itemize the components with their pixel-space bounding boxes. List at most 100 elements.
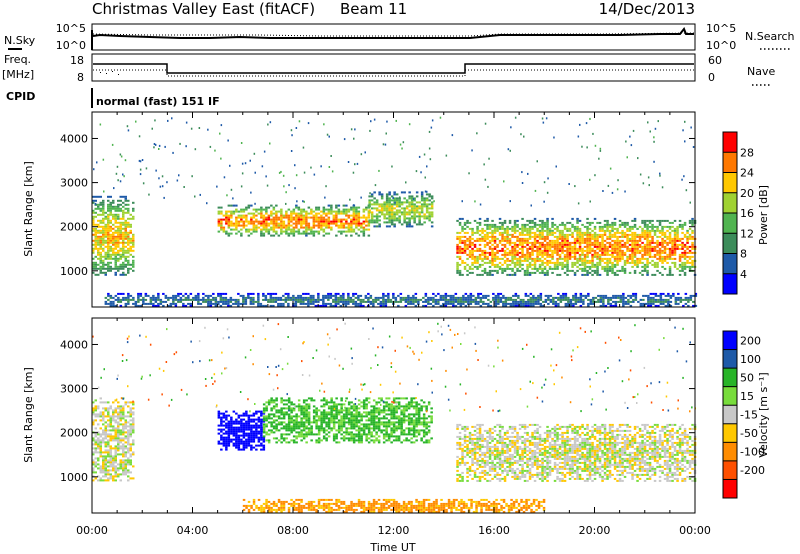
echo-cell <box>117 475 120 478</box>
echo-cell <box>220 226 223 229</box>
echo-cell <box>112 461 115 464</box>
echo-cell <box>483 249 487 252</box>
echo-cell <box>305 232 308 235</box>
echo-cell <box>516 257 519 260</box>
echo-cell <box>463 239 467 242</box>
echo-cell <box>661 243 664 246</box>
echo-cell <box>463 251 467 254</box>
echo-cell <box>235 434 238 437</box>
echo-cell <box>566 261 569 264</box>
echo-cell <box>117 435 120 438</box>
echo-cell <box>237 230 241 233</box>
echo-cell <box>357 304 360 307</box>
echo-cell <box>663 247 667 250</box>
echo-cell <box>307 206 311 209</box>
echo-cell <box>528 253 532 256</box>
echo-cell <box>109 207 112 210</box>
echo-cell <box>631 253 634 256</box>
echo-cell <box>94 199 97 202</box>
echo-cell <box>673 245 677 248</box>
echo-cell <box>109 473 112 476</box>
echo-cell <box>384 294 388 297</box>
echo-cell <box>102 467 105 470</box>
echo-cell <box>312 224 316 227</box>
echo-cell <box>225 446 228 449</box>
echo-cell <box>536 233 539 236</box>
echo-cell <box>337 208 341 211</box>
echo-cell <box>667 300 670 303</box>
echo-cell <box>481 239 484 242</box>
echo-cell <box>270 210 273 213</box>
echo-cell <box>299 300 303 303</box>
echo-cell <box>187 302 190 305</box>
echo-cell <box>388 201 391 204</box>
echo-cell <box>340 222 343 225</box>
echo-cell <box>611 263 614 266</box>
echo-cell <box>320 216 323 219</box>
echo-cell <box>352 216 356 219</box>
echo-cell <box>567 298 570 301</box>
echo-cell <box>606 241 609 244</box>
echo-cell <box>119 413 122 416</box>
echo-cell <box>643 265 647 268</box>
echo-cell <box>92 265 95 268</box>
echo-cell <box>129 459 132 462</box>
echo-cell <box>533 241 537 244</box>
echo-cell <box>222 420 226 423</box>
echo-cell <box>524 304 528 307</box>
echo-cell <box>551 239 554 242</box>
echo-cell <box>127 449 130 452</box>
echo-cell <box>319 298 323 301</box>
echo-cell <box>616 241 619 244</box>
echo-cell <box>270 226 273 229</box>
echo-cell <box>683 175 685 178</box>
echo-cell <box>593 251 597 254</box>
echo-cell <box>242 426 246 429</box>
echo-cell <box>561 267 564 270</box>
echo-cell <box>682 129 684 132</box>
echo-cell <box>370 203 374 206</box>
noise-sky-label: N.Sky <box>4 34 36 47</box>
echo-cell <box>607 298 610 301</box>
echo-cell <box>616 247 619 250</box>
echo-cell <box>593 271 597 274</box>
echo-cell <box>573 257 577 260</box>
echo-cell <box>533 235 537 238</box>
echo-cell <box>513 255 517 258</box>
echo-cell <box>107 205 110 208</box>
echo-cell <box>382 304 385 307</box>
echo-cell <box>387 292 390 295</box>
echo-cell <box>159 298 163 301</box>
echo-cell <box>561 257 564 260</box>
echo-cell <box>388 197 391 200</box>
echo-cell <box>466 243 469 246</box>
echo-cell <box>543 237 547 240</box>
echo-cell <box>104 457 107 460</box>
echo-cell <box>104 469 107 472</box>
echo-cell <box>412 298 415 301</box>
echo-cell <box>245 432 248 435</box>
echo-cell <box>417 300 420 303</box>
echo-cell <box>594 144 597 147</box>
echo-cell <box>414 296 418 299</box>
echo-cell <box>611 225 614 228</box>
echo-cell <box>593 263 597 266</box>
echo-cell <box>598 273 602 276</box>
echo-cell <box>628 271 632 274</box>
echo-cell <box>459 304 463 307</box>
echo-cell <box>373 207 376 210</box>
echo-cell <box>491 247 494 250</box>
echo-cell <box>556 241 559 244</box>
echo-cell <box>517 296 520 299</box>
echo-cell <box>648 241 652 244</box>
echo-cell <box>252 298 255 301</box>
echo-cell <box>452 304 455 307</box>
echo-cell <box>548 227 552 230</box>
echo-cell <box>92 437 95 440</box>
echo-cell <box>403 201 406 204</box>
echo-cell <box>391 165 393 168</box>
echo-cell <box>531 235 534 238</box>
echo-cell <box>573 251 577 254</box>
echo-cell <box>357 294 360 297</box>
echo-cell <box>122 273 125 276</box>
